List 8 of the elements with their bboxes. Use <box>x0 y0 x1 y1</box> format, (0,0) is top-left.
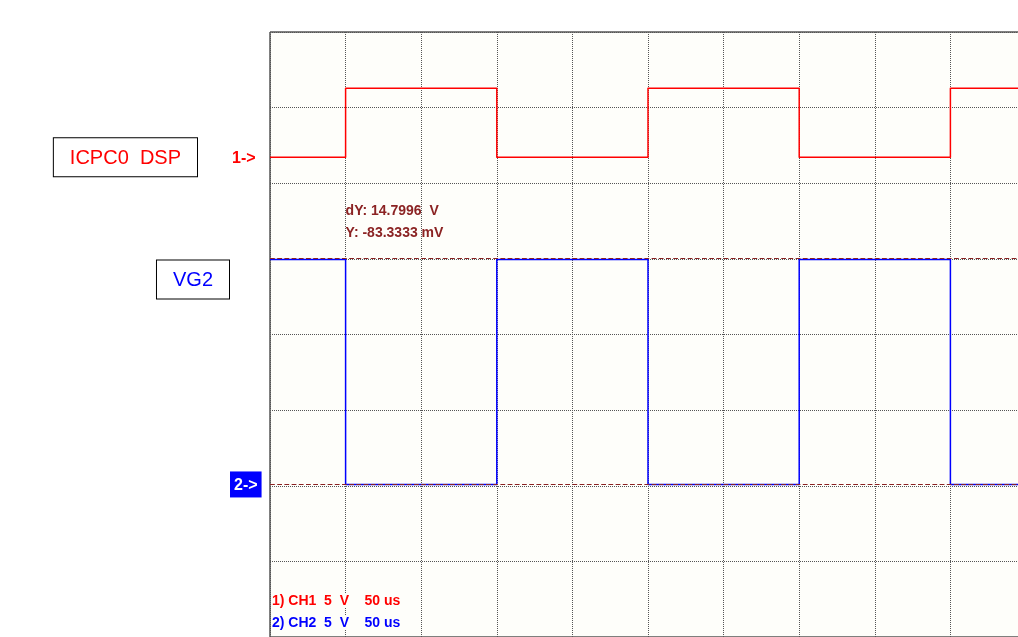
annotation: Y: -83.3333 mV <box>345 224 445 240</box>
text: 2-> <box>234 475 258 493</box>
annotation: dY: 14.7996 V <box>345 202 440 218</box>
text: 2) CH2 5 V 50 us <box>272 614 401 630</box>
text: VG2 <box>172 268 214 291</box>
text: ICPC0 DSP <box>69 146 182 169</box>
text: 1) CH1 5 V 50 us <box>272 592 401 608</box>
text: 1-> <box>232 148 256 166</box>
